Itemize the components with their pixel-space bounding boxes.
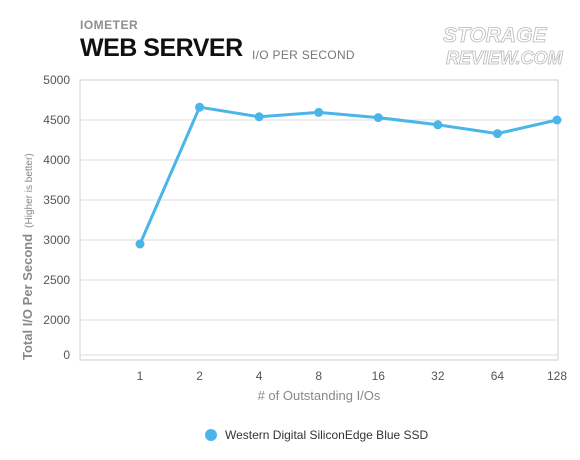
x-tick-label: 4 xyxy=(256,369,263,383)
plot-area xyxy=(79,79,559,361)
chart-legend: Western Digital SiliconEdge Blue SSD xyxy=(205,428,428,442)
series-line xyxy=(138,105,558,245)
data-point xyxy=(492,129,502,139)
x-tick-label: 2 xyxy=(196,369,203,383)
y-tick-label: 4000 xyxy=(43,153,70,167)
chart-subtitle: I/O PER SECOND xyxy=(252,48,355,62)
svg-text:STORAGE: STORAGE xyxy=(443,24,547,47)
svg-text:Total I/O Per Second(Higher is: Total I/O Per Second(Higher is better) xyxy=(20,153,35,360)
data-point xyxy=(314,107,324,117)
legend-marker xyxy=(205,429,217,441)
x-tick-label: 32 xyxy=(431,369,445,383)
x-tick-label: 16 xyxy=(372,369,386,383)
y-tick-label: 3500 xyxy=(43,193,70,207)
y-tick-label: 2000 xyxy=(43,313,70,327)
data-series xyxy=(135,102,562,249)
y-tick-label: 0 xyxy=(63,348,70,362)
x-tick-label: 64 xyxy=(491,369,505,383)
y-tick-label: 5000 xyxy=(43,73,70,87)
data-point xyxy=(433,120,443,130)
svg-text:REVIEW.COM: REVIEW.COM xyxy=(446,48,564,68)
storagereview-logo: STORAGE REVIEW.COM xyxy=(443,24,564,69)
x-axis-label: # of Outstanding I/Os xyxy=(258,388,381,403)
x-tick-label: 128 xyxy=(547,369,567,383)
x-axis-ticks: 1 2 4 8 16 32 64 128 xyxy=(137,369,568,383)
legend-label: Western Digital SiliconEdge Blue SSD xyxy=(225,428,429,442)
data-point xyxy=(552,115,562,125)
x-tick-label: 8 xyxy=(315,369,322,383)
data-point xyxy=(254,112,264,122)
y-axis-label: Total I/O Per Second(Higher is better) xyxy=(20,153,35,360)
gridlines xyxy=(80,119,558,356)
chart-title: WEB SERVER xyxy=(80,34,243,62)
y-tick-label: 2500 xyxy=(43,273,70,287)
y-tick-label: 4500 xyxy=(43,113,70,127)
data-point xyxy=(195,102,205,112)
y-axis-ticks: 5000 4500 4000 3500 3000 2500 2000 0 xyxy=(43,73,70,362)
chart-kicker: IOMETER xyxy=(80,18,139,32)
x-tick-label: 1 xyxy=(137,369,144,383)
data-point xyxy=(135,239,145,249)
y-tick-label: 3000 xyxy=(43,233,70,247)
data-point xyxy=(373,113,383,123)
